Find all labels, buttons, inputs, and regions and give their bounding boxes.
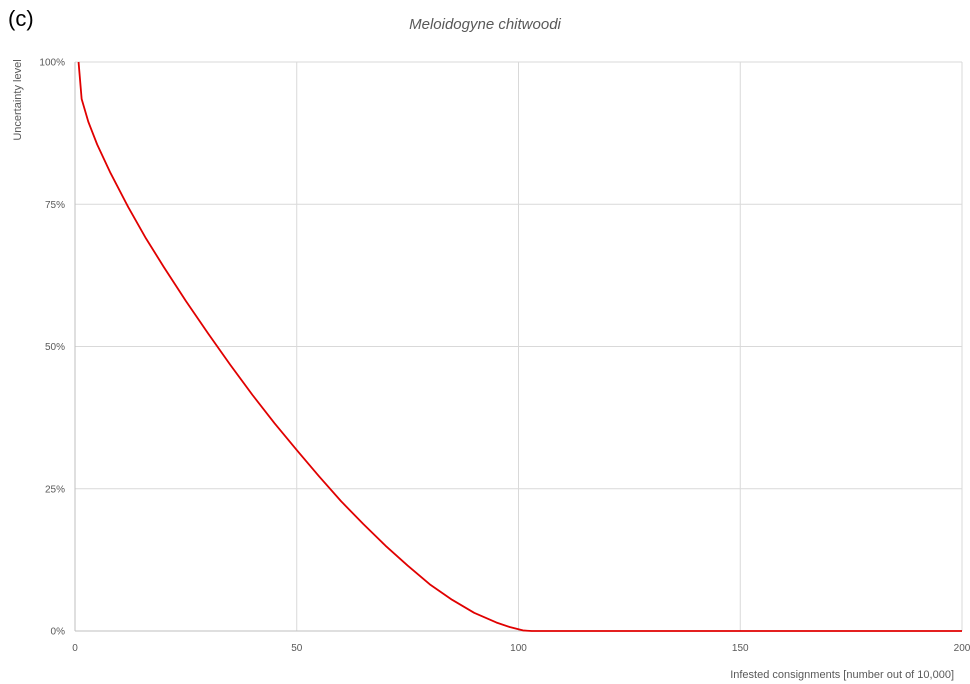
x-tick-label: 0	[72, 643, 78, 654]
y-tick-label: 50%	[45, 342, 65, 353]
tick-labels: 0 50 100 150 200 0% 25% 50% 75% 100%	[39, 58, 970, 655]
series-group	[77, 61, 962, 632]
x-tick-label: 200	[954, 643, 970, 654]
x-axis-label: Infested consignments [number out of 10,…	[730, 669, 954, 681]
series-line	[77, 61, 962, 632]
y-tick-label: 100%	[39, 58, 65, 69]
y-tick-label: 0%	[51, 627, 66, 638]
grid-lines	[75, 61, 963, 631]
y-tick-label: 75%	[45, 200, 65, 211]
x-tick-label: 100	[510, 643, 527, 654]
x-tick-label: 150	[732, 643, 749, 654]
panel-label: (c)	[8, 6, 34, 31]
x-tick-label: 50	[291, 643, 303, 654]
chart-title: Meloidogyne chitwoodi	[409, 16, 561, 33]
y-tick-label: 25%	[45, 484, 65, 495]
